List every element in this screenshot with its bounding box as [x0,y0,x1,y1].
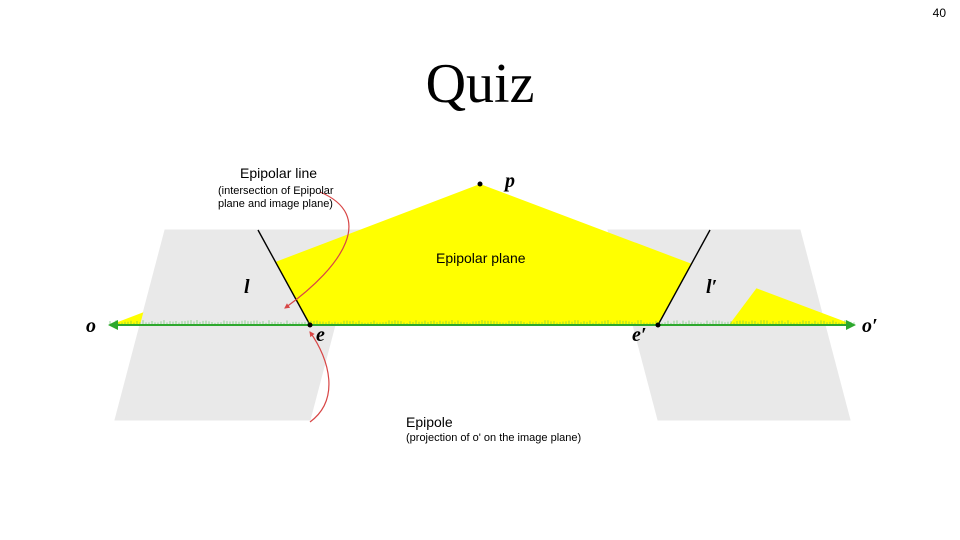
label-epipole-sub: (projection of o' on the image plane) [406,432,581,446]
label-epipolar-line: Epipolar line [240,165,317,181]
label-epipolar-plane: Epipolar plane [436,250,526,266]
label-epipolar-line-sub2: plane and image plane) [218,198,333,212]
epipolar-diagram [0,0,960,540]
symbol-o: o [86,315,96,338]
symbol-e-prime: e′ [632,324,647,347]
symbol-p: p [505,170,515,193]
point-e [308,323,313,328]
symbol-e: e [316,324,325,347]
point-e-prime [656,323,661,328]
point-p [478,182,483,187]
symbol-o-prime: o′ [862,315,878,338]
symbol-l-prime: l′ [706,276,717,299]
symbol-l: l [244,276,250,299]
label-epipole: Epipole [406,414,453,430]
label-epipolar-line-sub1: (intersection of Epipolar [218,185,334,199]
